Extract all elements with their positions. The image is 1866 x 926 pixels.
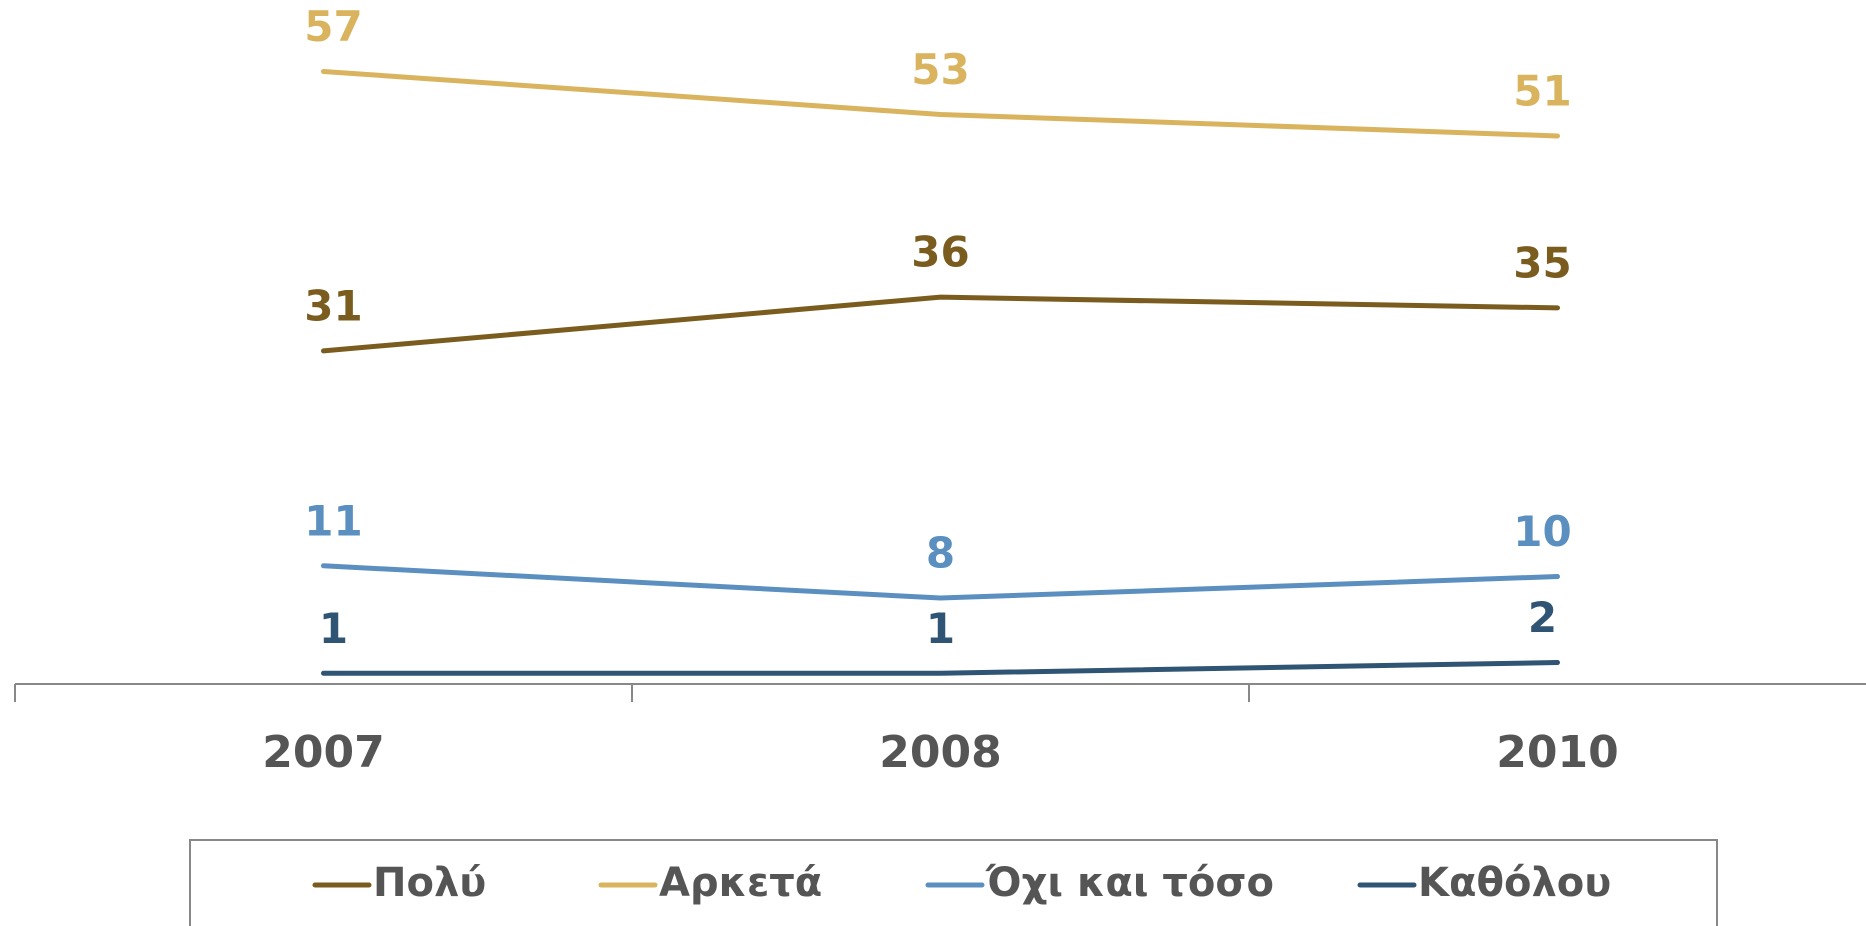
series-line — [321, 563, 1560, 601]
data-label: 10 — [1513, 507, 1571, 556]
x-tick-label: 2010 — [1496, 727, 1618, 778]
series-line — [321, 660, 1560, 676]
data-label: 11 — [304, 496, 362, 545]
legend-box — [189, 839, 1718, 926]
x-tick-label: 2008 — [879, 727, 1001, 778]
data-label: 57 — [304, 2, 362, 51]
series-line — [321, 68, 1560, 139]
data-label: 1 — [319, 604, 348, 653]
data-label: 1 — [926, 604, 955, 653]
data-label: 53 — [911, 45, 969, 94]
legend-label: Όχι και τόσο — [985, 860, 1274, 906]
legend-label: Καθόλου — [1418, 860, 1611, 906]
data-label: 35 — [1513, 238, 1571, 287]
data-label: 31 — [304, 281, 362, 330]
data-label: 2 — [1528, 593, 1557, 642]
x-tick-label: 2007 — [262, 727, 384, 778]
series-line — [321, 294, 1560, 354]
data-label: 36 — [911, 228, 969, 277]
legend-label: Αρκετά — [659, 860, 822, 906]
legend-label: Πολύ — [373, 860, 486, 906]
data-label: 51 — [1513, 66, 1571, 115]
data-label: 8 — [926, 529, 955, 578]
